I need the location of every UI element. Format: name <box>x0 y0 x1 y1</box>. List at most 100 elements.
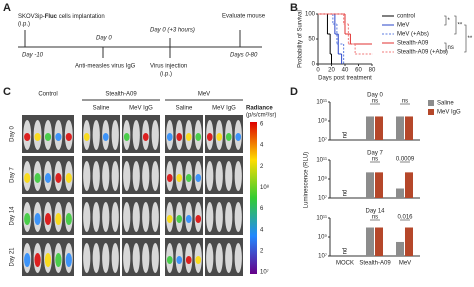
panel-label: D <box>290 86 298 98</box>
y-tick-label: 10⁹ <box>318 234 328 241</box>
mouse <box>215 202 223 232</box>
colorbar-label: 10⁸ <box>260 184 270 191</box>
nd-label: nd <box>343 248 349 255</box>
bar <box>375 227 383 256</box>
comparison: ns <box>372 99 378 105</box>
comparison: ns <box>402 99 408 105</box>
mouse <box>92 120 100 150</box>
signal <box>65 253 72 267</box>
bar <box>366 227 374 256</box>
signal <box>123 133 130 141</box>
mouse <box>234 243 242 273</box>
y-tick-label: 10⁹ <box>318 118 328 125</box>
nd-label: nd <box>343 132 349 139</box>
y-tick-label: 10⁷ <box>318 137 327 144</box>
signal <box>195 133 202 141</box>
mouse <box>132 161 140 191</box>
y-axis-label: Luminescence (RLU) <box>304 152 310 208</box>
signal <box>83 133 90 141</box>
nd-label: nd <box>343 190 349 197</box>
y-tick-label: 10¹¹ <box>316 216 327 222</box>
signal <box>185 215 192 223</box>
significance: * <box>448 18 451 24</box>
y-tick-label: 100 <box>305 12 316 18</box>
signal <box>176 133 183 141</box>
colorbar <box>250 122 257 274</box>
comparison: 0.0009 <box>396 157 415 163</box>
signal <box>166 215 173 223</box>
x-axis-label: Days post treatment <box>318 76 372 82</box>
event: Virus injection <box>150 64 187 70</box>
event: Day 0 (+3 hours) <box>150 28 195 34</box>
bar <box>375 116 383 140</box>
bar <box>375 172 383 198</box>
column-subheader: Saline <box>176 106 193 112</box>
row-label: Day 14 <box>10 206 16 226</box>
bar <box>396 241 404 256</box>
signal <box>176 174 183 182</box>
signal <box>195 215 202 223</box>
colorbar-label: 4 <box>260 143 264 149</box>
bracket <box>444 15 447 26</box>
y-tick-label: 10⁷ <box>318 195 327 202</box>
y-tick-label: 10¹¹ <box>316 158 327 164</box>
signal <box>206 133 213 141</box>
colorbar-label: 6 <box>260 122 264 128</box>
signal <box>185 256 192 264</box>
x-tick-label: 80 <box>369 68 376 74</box>
mouse <box>151 202 159 232</box>
mouse <box>225 161 233 191</box>
chart-title: Day 0 <box>367 93 383 99</box>
mouse <box>123 243 131 273</box>
mouse <box>102 202 110 232</box>
significance: ** <box>468 36 473 42</box>
legend-label: control <box>397 14 415 20</box>
x-tick-label: MOCK <box>336 261 354 267</box>
mouse <box>123 161 131 191</box>
colorbar-label: 2 <box>260 164 264 170</box>
signal <box>65 213 72 225</box>
comparison: 0.016 <box>397 215 413 221</box>
event: Days 0-80 <box>230 53 258 59</box>
mouse <box>234 161 242 191</box>
legend-label: MeV IgG <box>437 110 461 116</box>
event: SKOV3ip-Fluc cells implantation <box>18 14 105 20</box>
mouse <box>111 161 119 191</box>
bar <box>366 116 374 140</box>
event: Day -10 <box>22 53 44 59</box>
mouse <box>234 202 242 232</box>
significance: ns <box>448 45 454 51</box>
legend-label: MeV <box>397 23 409 29</box>
legend-swatch <box>428 109 434 115</box>
panel-label: C <box>3 86 11 98</box>
signal <box>166 174 173 182</box>
signal <box>24 213 31 225</box>
mouse <box>206 202 214 232</box>
event: (i.p.) <box>160 72 172 78</box>
colorbar-label: 6 <box>260 206 264 212</box>
signal <box>166 256 173 264</box>
panel-label: A <box>3 2 11 14</box>
signal <box>24 253 31 267</box>
signal <box>185 174 192 182</box>
colorbar-label: 10⁷ <box>260 269 269 276</box>
signal <box>34 253 41 267</box>
y-tick-label: 10⁷ <box>318 253 327 260</box>
row-label: Day 0 <box>10 126 16 142</box>
comparison: ns <box>372 157 378 163</box>
signal <box>44 253 52 267</box>
column-header: MeV <box>198 92 210 98</box>
signal <box>195 256 202 264</box>
mouse <box>206 243 214 273</box>
x-tick-label: Stealth-A09 <box>359 261 391 267</box>
signal <box>102 133 109 141</box>
legend-label: Saline <box>437 101 454 107</box>
mouse <box>206 161 214 191</box>
signal <box>65 173 72 183</box>
bar <box>396 188 404 198</box>
bar <box>405 172 413 198</box>
signal <box>55 133 62 141</box>
legend-label: MeV (+Abs) <box>397 32 429 38</box>
event: Day 0 <box>96 36 112 42</box>
column-header: Stealth-A09 <box>105 92 137 98</box>
